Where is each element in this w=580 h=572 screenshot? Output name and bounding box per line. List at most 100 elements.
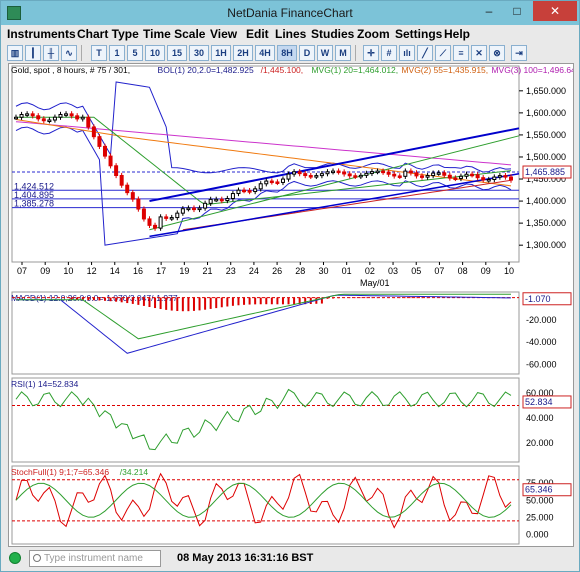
channel-line [149,135,520,231]
macd-histogram-bar [176,297,179,312]
candle-body [342,171,347,175]
price-header-5: MVG(3) 100=1,496.646 [491,65,573,75]
crosshair-icon[interactable]: ✛ [363,45,379,61]
chart-area[interactable]: 1,424.512 1,404.895 1,385.278 1,650.000 1,60… [8,63,580,547]
minimize-button[interactable]: – [485,4,493,18]
menu-time-scale[interactable]: Time Scale [143,27,206,41]
menu-edit[interactable]: Edit [246,27,269,41]
menu-help[interactable]: Help [444,27,471,41]
macd-current-label: -1.070 [525,294,551,304]
candle-chart-icon[interactable]: ┃ [25,45,41,61]
candle-body [275,181,280,184]
menu-zoom[interactable]: Zoom [357,27,390,41]
menu-view[interactable]: View [210,27,238,41]
x-axis-label: 19 [179,266,189,276]
grid-icon[interactable]: # [381,45,397,61]
macd-histogram-bar [131,297,134,304]
price-axis-label: 1,450.000 [526,174,566,184]
timeframe-4h[interactable]: 4H [255,45,275,61]
candle-body [503,175,508,178]
timeframe-5[interactable]: 5 [127,45,143,61]
trendline-icon[interactable]: ╱ [417,45,433,61]
macd-histogram-bar [148,297,151,307]
price-header-1: BOL(1) 20,2.0=1,482.925 [158,65,254,75]
macd-histogram-bar [87,297,90,301]
candle-body [86,116,91,128]
close-button[interactable]: ✕ [533,1,577,21]
timeframe-10[interactable]: 10 [145,45,165,61]
candle-body [230,193,235,200]
timeframe-8h[interactable]: 8H [277,45,297,61]
macd-histogram-bar [387,297,390,299]
delete-all-icon[interactable]: ⊗ [489,45,505,61]
candle-body [280,178,285,183]
macd-histogram-bar [165,297,168,310]
timeframe-t[interactable]: T [91,45,107,61]
stoch-label-second: /34.214 [120,467,149,477]
maximize-button[interactable]: □ [513,4,521,18]
x-axis-label: 10 [504,266,514,276]
rsi-current-box [522,395,572,409]
bar-chart-icon[interactable]: ▥ [7,45,23,61]
x-axis-label: 02 [365,266,375,276]
instrument-search-input[interactable]: Type instrument name [29,550,161,567]
mvg20-line [16,116,512,206]
candle-body [481,177,486,181]
timeframe-2h[interactable]: 2H [233,45,253,61]
rsi-panel-frame [11,377,520,463]
macd-histogram-bar [337,297,340,299]
x-axis-label: 21 [203,266,213,276]
x-axis-label: 09 [40,266,50,276]
macd-histogram-bar [332,297,335,299]
timeframe-m[interactable]: M [335,45,351,61]
candle-body [19,114,24,118]
candle-body [258,183,263,190]
ohlc-chart-icon[interactable]: ╫ [43,45,59,61]
candle-body [425,175,430,178]
delete-line-icon[interactable]: ✕ [471,45,487,61]
candle-body [203,202,208,209]
candle-body [381,170,386,174]
timeframe-1h[interactable]: 1H [211,45,231,61]
ray-line-icon[interactable]: ⟋ [435,45,451,61]
app-logo-icon [7,6,21,20]
upper-trendline [149,127,520,203]
current-price-label: 1,465.885 [525,167,565,177]
menu-chart-type[interactable]: Chart Type [77,27,139,41]
candle-body [180,208,185,214]
candle-body [314,175,319,178]
macd-histogram-bar [254,297,257,305]
candle-body [308,175,313,178]
macd-histogram-bar [293,297,296,305]
studies-icon[interactable]: ılı [399,45,415,61]
candle-body [186,207,191,211]
menu-instruments[interactable]: Instruments [7,27,76,41]
menu-studies[interactable]: Studies [311,27,355,41]
macd-histogram-bar [370,297,373,299]
macd-histogram-bar [298,297,301,305]
x-axis-label: 28 [295,266,305,276]
candle-body [175,212,180,219]
timeframe-1[interactable]: 1 [109,45,125,61]
fibonacci-icon[interactable]: ≡ [453,45,469,61]
macd-histogram-bar [343,297,346,299]
timeframe-15[interactable]: 15 [167,45,187,61]
macd-histogram-bar [359,297,362,299]
candle-body [319,173,324,177]
macd-histogram-bar [231,297,234,306]
menu-lines[interactable]: Lines [275,27,307,41]
macd-histogram-bar [198,297,201,311]
timeframe-w[interactable]: W [317,45,333,61]
candle-body [292,171,297,175]
line-chart-icon[interactable]: ∿ [61,45,77,61]
macd-histogram-bar [421,297,424,299]
scroll-right-icon[interactable]: ⇥ [511,45,527,61]
timeframe-30[interactable]: 30 [189,45,209,61]
candle-body [136,198,141,210]
candle-body [102,145,107,157]
stoch-current-box [522,483,572,497]
menu-settings[interactable]: Settings [395,27,443,41]
timeframe-d[interactable]: D [299,45,315,61]
macd-histogram-bar [159,297,162,310]
